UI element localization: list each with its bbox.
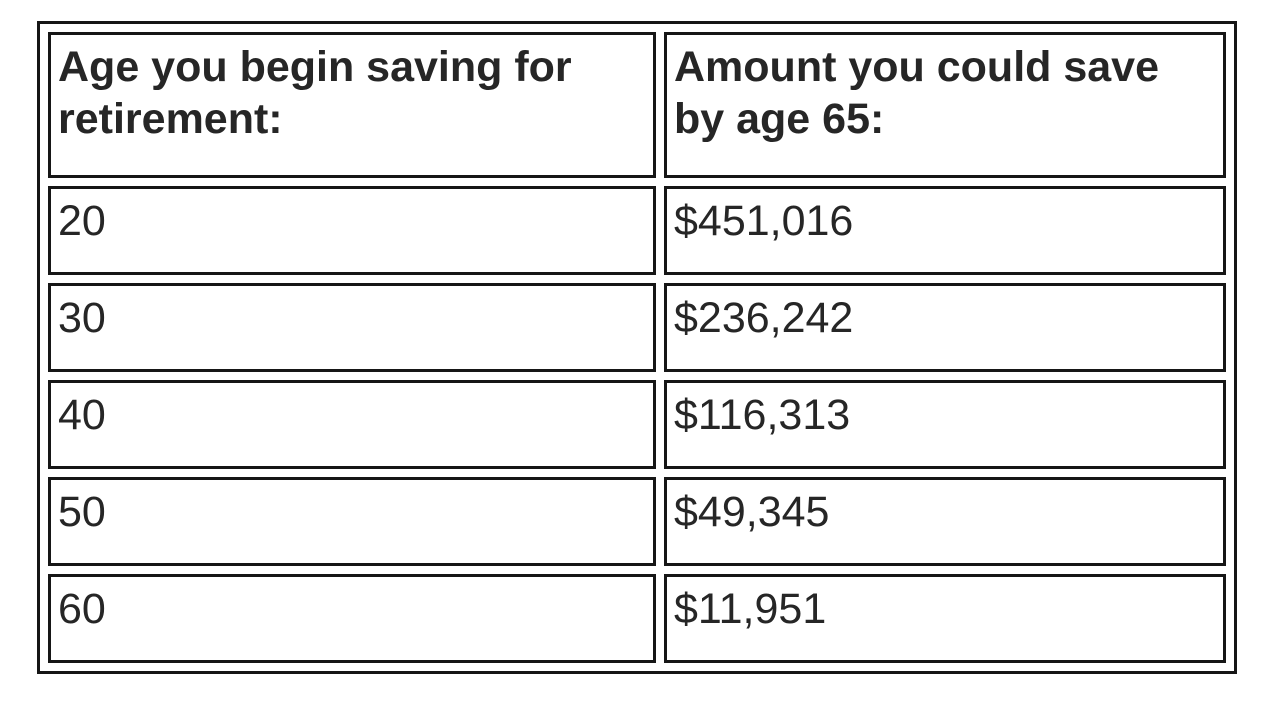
table-row: 20 $451,016: [48, 186, 1226, 275]
amount-cell: $451,016: [664, 186, 1226, 275]
retirement-savings-table: Age you begin saving for retirement: Amo…: [37, 21, 1237, 674]
table-header: Age you begin saving for retirement: Amo…: [48, 32, 1226, 178]
amount-cell: $49,345: [664, 477, 1226, 566]
age-cell: 20: [48, 186, 656, 275]
table-row: 40 $116,313: [48, 380, 1226, 469]
header-row: Age you begin saving for retirement: Amo…: [48, 32, 1226, 178]
amount-cell: $236,242: [664, 283, 1226, 372]
table-row: 30 $236,242: [48, 283, 1226, 372]
age-cell: 50: [48, 477, 656, 566]
column-header-start-age: Age you begin saving for retirement:: [48, 32, 656, 178]
document-page: Age you begin saving for retirement: Amo…: [37, 21, 1237, 674]
age-cell: 40: [48, 380, 656, 469]
age-cell: 60: [48, 574, 656, 663]
age-cell: 30: [48, 283, 656, 372]
table-row: 60 $11,951: [48, 574, 1226, 663]
table-row: 50 $49,345: [48, 477, 1226, 566]
amount-cell: $11,951: [664, 574, 1226, 663]
table-body: 20 $451,016 30 $236,242 40 $116,313 50 $…: [48, 186, 1226, 663]
amount-cell: $116,313: [664, 380, 1226, 469]
column-header-amount-saved: Amount you could save by age 65:: [664, 32, 1226, 178]
